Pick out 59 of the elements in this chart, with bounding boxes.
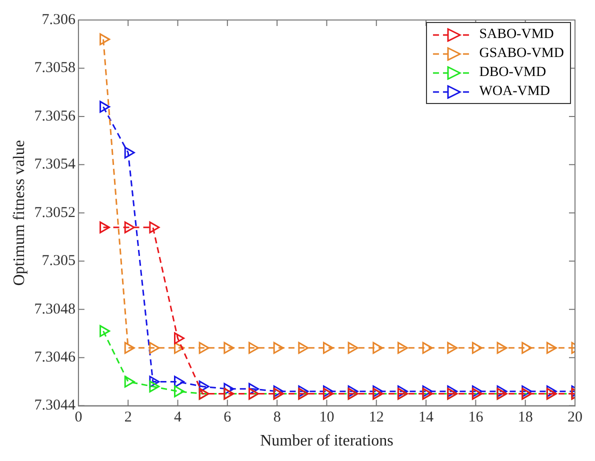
- point: [174, 332, 185, 344]
- point: [124, 376, 135, 388]
- x-tick-label: 0: [74, 410, 82, 426]
- y-tick-label: 7.306: [42, 12, 76, 28]
- x-tick-label: 4: [174, 410, 182, 426]
- point: [348, 342, 358, 354]
- x-axis-title: Number of iterations: [260, 432, 394, 450]
- y-tick-label: 7.3052: [34, 204, 76, 221]
- y-tick-label: 7.3046: [34, 350, 76, 366]
- point: [198, 342, 210, 354]
- x-tick-label: 2: [124, 410, 132, 426]
- point: [298, 342, 309, 354]
- point: [522, 342, 532, 354]
- legend-label: GSABO-VMD: [479, 46, 564, 62]
- point: [100, 325, 110, 337]
- point: [174, 342, 185, 354]
- x-tick-label: 18: [518, 410, 533, 426]
- x-tick-label: 10: [319, 410, 334, 426]
- point: [100, 221, 110, 234]
- y-tick-label: 7.305: [42, 253, 76, 270]
- point: [397, 342, 408, 354]
- point: [124, 146, 135, 159]
- point: [174, 376, 185, 388]
- legend-label: WOA-VMD: [479, 84, 550, 100]
- y-axis-title: Optimum fitness value: [10, 140, 28, 286]
- point: [224, 382, 234, 395]
- x-tick-label: 16: [468, 410, 484, 426]
- legend-label: DBO-VMD: [479, 64, 546, 80]
- point: [447, 342, 458, 354]
- point: [124, 342, 135, 354]
- y-tick-label: 7.3048: [34, 301, 76, 318]
- point: [198, 380, 210, 392]
- legend-label: SABO-VMD: [479, 26, 554, 42]
- x-tick-label: 14: [418, 410, 434, 426]
- point: [372, 342, 384, 354]
- point: [100, 100, 110, 113]
- x-tick-label: 8: [273, 410, 281, 426]
- y-tick-label: 7.3056: [34, 108, 76, 124]
- x-tick-label: 6: [224, 410, 232, 426]
- point: [546, 342, 557, 354]
- point: [322, 342, 334, 354]
- point: [496, 342, 508, 354]
- point: [472, 342, 482, 354]
- y-tick-label: 7.3054: [34, 156, 76, 173]
- point: [248, 342, 259, 354]
- point: [273, 342, 284, 354]
- point: [224, 342, 234, 354]
- point: [149, 376, 160, 388]
- x-tick-label: 20: [568, 410, 582, 426]
- point: [174, 385, 185, 398]
- point: [149, 342, 160, 354]
- y-tick-label: 7.3044: [34, 398, 76, 414]
- point: [124, 221, 135, 234]
- point: [100, 33, 110, 46]
- point: [149, 221, 160, 234]
- point: [422, 342, 433, 354]
- x-tick-label: 12: [368, 410, 384, 426]
- point: [149, 380, 160, 392]
- y-tick-label: 7.3058: [34, 60, 76, 76]
